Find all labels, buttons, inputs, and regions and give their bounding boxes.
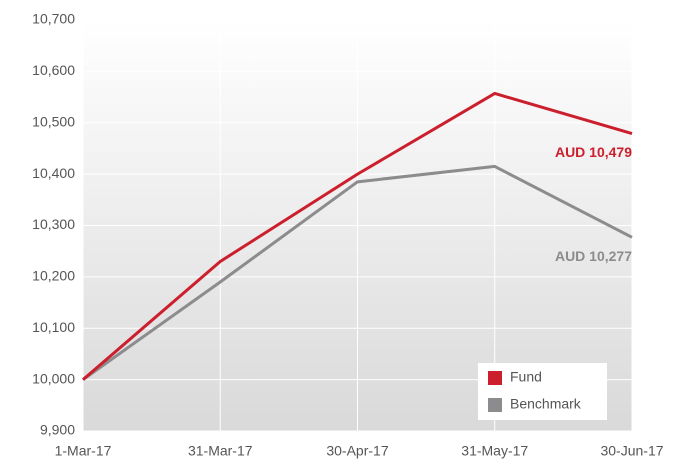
- series-line: [82, 164, 633, 381]
- x-tick-label: 1-Mar-17: [55, 443, 112, 459]
- y-tick-label: 10,200: [32, 268, 75, 284]
- y-tick-label: 9,900: [40, 422, 75, 438]
- x-tick-label: 30-Apr-17: [326, 443, 388, 459]
- x-tick-label: 31-Mar-17: [188, 443, 253, 459]
- y-tick-label: 10,600: [32, 62, 75, 78]
- x-tick-label: 30-Jun-17: [600, 443, 663, 459]
- legend-swatch: [488, 398, 502, 412]
- value-label: AUD 10,479: [555, 144, 632, 160]
- x-tick-label: 31-May-17: [461, 443, 528, 459]
- y-tick-label: 10,500: [32, 113, 75, 129]
- y-tick-label: 10,000: [32, 370, 75, 386]
- y-tick-label: 10,700: [32, 11, 75, 27]
- y-tick-label: 10,400: [32, 165, 75, 181]
- legend-swatch: [488, 371, 502, 385]
- y-tick-label: 10,100: [32, 319, 75, 335]
- y-tick-label: 10,300: [32, 216, 75, 232]
- legend-label: Fund: [510, 369, 542, 385]
- value-label: AUD 10,277: [555, 248, 632, 264]
- legend-label: Benchmark: [510, 396, 582, 412]
- series-line: [82, 91, 633, 381]
